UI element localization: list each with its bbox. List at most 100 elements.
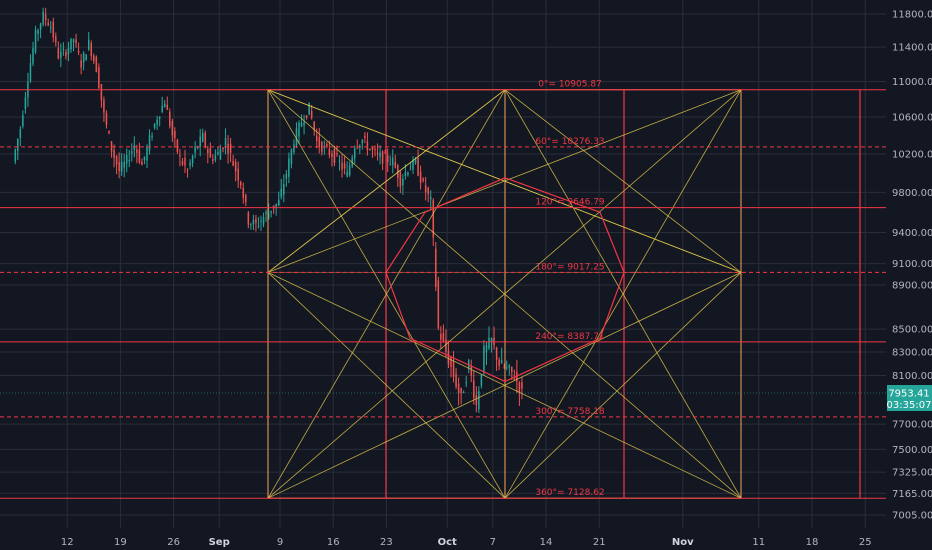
candle-body	[310, 110, 313, 119]
candle-body	[80, 60, 82, 68]
candle-body	[518, 382, 521, 394]
candle-body	[288, 158, 290, 177]
candle-body	[90, 42, 93, 56]
candle-body	[199, 136, 201, 147]
candle-body	[429, 197, 432, 200]
date-tick-label: 16	[327, 537, 340, 548]
angle-level-label: 60°= 10276.33	[535, 137, 604, 147]
price-tick-label: 7165.00	[892, 489, 932, 500]
candle-body	[353, 148, 356, 159]
candle-body	[452, 361, 455, 377]
candle-body	[184, 158, 186, 166]
candle-body	[447, 351, 450, 365]
date-tick-label: 25	[859, 537, 872, 548]
gann-star-line	[267, 89, 506, 499]
date-tick-label: Sep	[209, 537, 230, 548]
gann-star-line	[504, 272, 742, 499]
time-axis[interactable]: 12 19 26 Sep 9 16 23 Oct 7 14 21 Nov 11 18 25	[61, 537, 872, 548]
gann-star-line	[267, 89, 506, 273]
candle-body	[498, 359, 500, 366]
candle-body	[470, 366, 473, 376]
candle-body	[146, 146, 148, 161]
candle-body	[24, 97, 27, 109]
candle-body	[179, 154, 181, 157]
candle-body	[442, 333, 445, 342]
candle-body	[308, 102, 310, 115]
candle-body	[503, 366, 505, 368]
price-tick-label: 9400.00	[892, 228, 932, 239]
candle-body	[511, 366, 513, 373]
candle-body	[379, 152, 381, 158]
candle-body	[460, 388, 462, 394]
candle-countdown: 03:35:07	[887, 400, 932, 411]
candle-body	[136, 149, 138, 153]
candle-body	[457, 383, 460, 393]
candle-body	[437, 280, 440, 329]
candle-body	[490, 338, 493, 342]
candle-body	[295, 128, 298, 146]
gann-star-line	[267, 272, 506, 499]
candle-body	[305, 115, 308, 118]
candle-body	[166, 104, 169, 110]
price-tick-label: 8500.00	[892, 325, 932, 336]
candle-body	[321, 142, 323, 153]
candle-body	[272, 205, 275, 209]
price-tick-label: 10600.00	[892, 113, 932, 124]
candle-body	[250, 224, 252, 226]
candle-body	[336, 153, 338, 155]
candle-body	[313, 121, 315, 131]
date-tick-label: 11	[752, 537, 765, 548]
candle-body	[513, 378, 516, 380]
candle-body	[138, 149, 141, 163]
price-tick-label: 9100.00	[892, 259, 932, 270]
candle-body	[364, 136, 366, 139]
candle-body	[70, 38, 72, 50]
gann-star-line	[267, 272, 742, 499]
candle-body	[207, 149, 209, 154]
candle-body	[156, 119, 158, 125]
price-tick-label: 11000.00	[892, 77, 932, 88]
candle-body	[394, 161, 397, 168]
candle-body	[93, 55, 95, 62]
candle-body	[480, 374, 483, 386]
candle-body	[60, 51, 62, 58]
angle-level-label: 240°= 8387.71	[535, 332, 604, 342]
candle-body	[222, 147, 224, 150]
candle-body	[404, 172, 407, 176]
candle-body	[108, 131, 110, 134]
candle-body	[113, 149, 115, 158]
candle-body	[255, 218, 257, 224]
candle-body	[176, 139, 179, 152]
candle-body	[131, 151, 133, 154]
candle-body	[483, 345, 485, 373]
candle-body	[369, 149, 371, 151]
gann-star-line	[267, 89, 742, 499]
candle-body	[343, 163, 346, 169]
candle-body	[376, 152, 379, 154]
candle-body	[348, 165, 351, 176]
angle-level-label: 300°= 7758.18	[535, 407, 605, 417]
gann-star-lines	[267, 89, 742, 499]
candle-body	[52, 21, 55, 38]
candle-body	[194, 146, 196, 153]
candle-body	[303, 122, 305, 126]
candle-body	[174, 131, 176, 139]
candle-body	[148, 135, 151, 151]
candle-body	[204, 132, 207, 147]
price-axis[interactable]: 11800.00 11400.00 11000.00 10600.00 10200.00…	[892, 10, 932, 522]
candle-body	[72, 39, 75, 43]
candle-body	[407, 172, 409, 175]
candle-body	[224, 138, 227, 146]
candle-body	[32, 48, 34, 64]
candle-body	[219, 149, 222, 160]
candle-body	[389, 163, 391, 165]
price-tick-label: 7325.00	[892, 468, 932, 479]
candle-body	[333, 148, 336, 163]
candle-body	[37, 29, 39, 35]
candle-body	[189, 162, 191, 166]
candle-body	[57, 48, 60, 59]
candle-body	[229, 143, 232, 153]
candle-body	[440, 334, 442, 340]
current-price-badge-box	[887, 385, 932, 412]
angle-levels: 0°= 10905.87 60°= 10276.33 120°= 9646.79 18…	[0, 80, 886, 499]
